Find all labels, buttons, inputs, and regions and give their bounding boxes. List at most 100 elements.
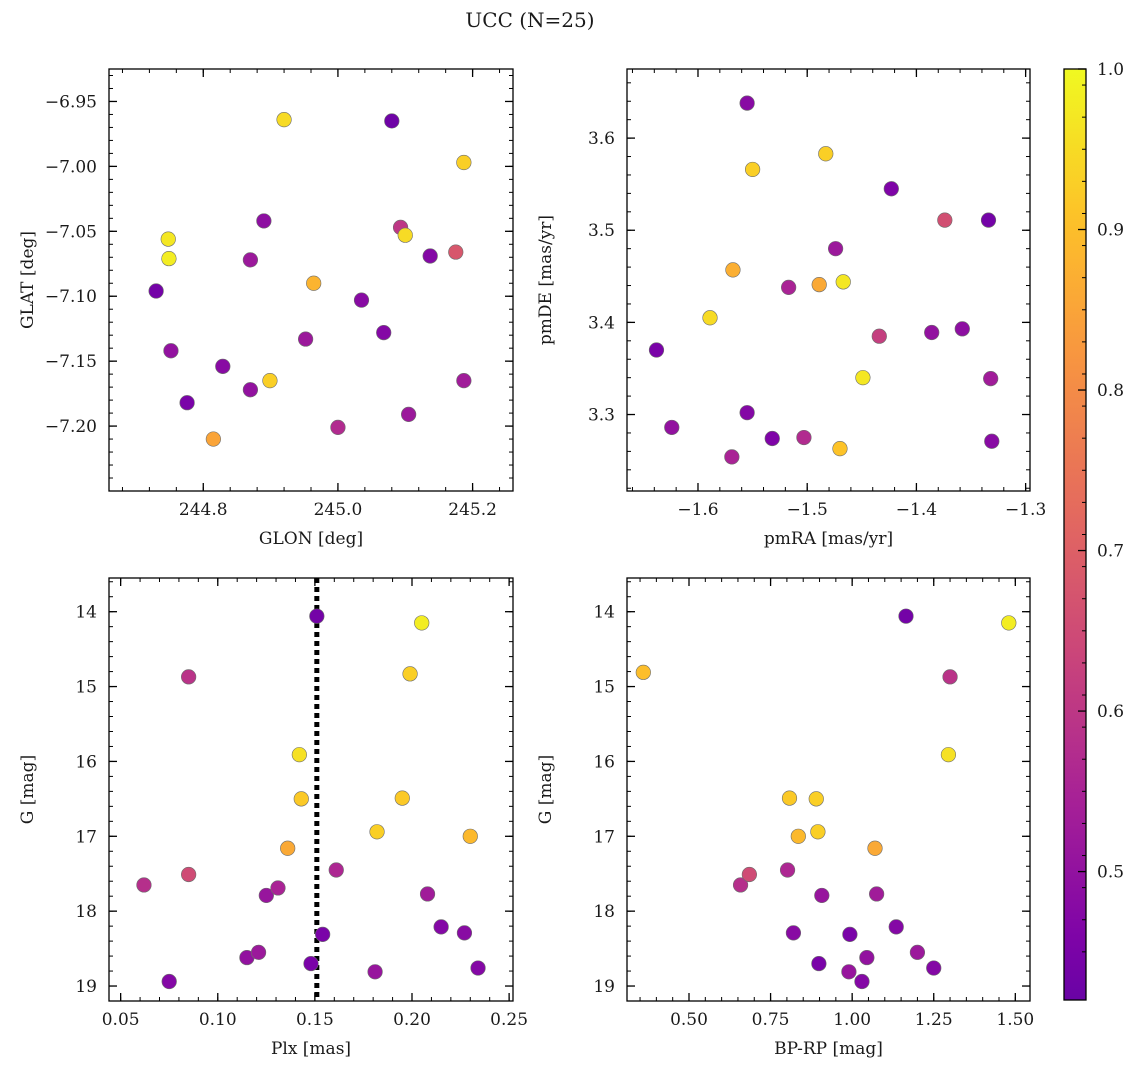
data-point <box>940 747 957 763</box>
data-point <box>394 790 410 806</box>
data-point <box>181 669 197 685</box>
x-tick-label: 244.8 <box>179 500 228 520</box>
data-point <box>315 926 331 942</box>
data-point <box>924 324 940 341</box>
data-point <box>835 274 851 290</box>
data-point <box>309 608 325 624</box>
data-point <box>739 95 755 111</box>
data-point <box>369 824 385 840</box>
x-tick-label: 245.2 <box>448 500 497 520</box>
y-axis-label: G [mag] <box>18 755 38 824</box>
data-point <box>262 373 278 389</box>
y-tick-label: 19 <box>593 977 615 997</box>
y-tick-label: −7.10 <box>45 287 97 307</box>
x-tick-label: 0.50 <box>670 1010 708 1030</box>
x-axis-label: BP-RP [mag] <box>774 1039 883 1059</box>
panel-3: 0.05 0.10 0.15 0.20 0.25 14 15 16 17 18 19 Plx [mas… <box>18 577 528 1059</box>
x-axis-label: pmRA [mas/yr] <box>764 529 893 549</box>
data-point <box>818 146 834 162</box>
data-point <box>330 419 346 435</box>
data-point <box>448 244 464 260</box>
data-point <box>781 790 798 806</box>
data-point <box>808 791 824 807</box>
data-point <box>161 973 177 990</box>
colorbar-tick-label: 1.0 <box>1097 60 1124 80</box>
data-point <box>841 964 857 980</box>
colorbar: 0.5 0.6 0.7 0.8 0.9 1.0 <box>1063 60 1124 1001</box>
y-tick-label: 3.5 <box>588 221 615 241</box>
x-tick-label: 0.15 <box>296 1010 334 1030</box>
x-tick-label: 1.25 <box>915 1010 953 1030</box>
panel-1: 244.8 245.0 245.2 −6.95 −7.00 −7.05 −7.10 −7.15… <box>18 68 514 549</box>
colorbar-gradient <box>1064 69 1086 1000</box>
y-tick-label: −7.15 <box>45 352 97 372</box>
data-point <box>635 664 651 680</box>
data-point <box>419 886 436 902</box>
axes-frame <box>626 577 1031 1002</box>
data-point <box>744 161 761 178</box>
data-point <box>854 973 870 990</box>
data-point <box>414 615 430 631</box>
x-tick-label: 0.75 <box>752 1010 790 1030</box>
y-tick-label: −7.05 <box>45 222 97 242</box>
y-tick-label: 14 <box>593 603 615 623</box>
y-tick-label: −6.95 <box>45 92 97 112</box>
data-point <box>470 960 486 976</box>
data-point <box>842 926 858 942</box>
data-point <box>136 877 152 893</box>
y-tick-label: 3.4 <box>588 313 615 333</box>
x-tick-label: 0.25 <box>490 1010 528 1030</box>
data-point <box>328 862 344 878</box>
data-point <box>898 608 914 624</box>
y-tick-label: 16 <box>593 752 615 772</box>
x-tick-label: 0.20 <box>393 1010 431 1030</box>
data-point <box>397 227 413 243</box>
data-point <box>814 887 830 904</box>
data-point <box>258 887 274 904</box>
data-point <box>984 433 1000 449</box>
data-point <box>161 250 177 267</box>
y-tick-label: 17 <box>75 827 97 847</box>
data-point <box>942 669 958 685</box>
data-point <box>725 262 741 278</box>
data-point <box>293 791 309 807</box>
y-axis-label: pmDE [mas/yr] <box>536 215 556 345</box>
data-point <box>732 877 749 893</box>
data-point <box>367 964 383 980</box>
data-point <box>827 241 844 257</box>
data-point <box>869 886 885 902</box>
data-point <box>909 944 926 960</box>
data-point <box>291 747 307 763</box>
data-point <box>456 154 472 171</box>
y-tick-label: −7.00 <box>45 157 97 177</box>
data-point <box>353 292 370 308</box>
data-point <box>462 828 478 844</box>
data-point <box>276 112 292 128</box>
data-point <box>702 310 718 326</box>
x-tick-label: 0.10 <box>199 1010 237 1030</box>
data-point <box>781 279 797 295</box>
y-tick-label: 15 <box>75 678 97 698</box>
x-tick-label: 0.05 <box>102 1010 140 1030</box>
colorbar-tick-label: 0.9 <box>1097 221 1124 241</box>
data-point <box>790 828 806 844</box>
data-point <box>298 331 314 347</box>
x-axis-label: Plx [mas] <box>271 1039 351 1059</box>
data-point <box>179 395 195 411</box>
data-point <box>937 212 953 228</box>
axes-frame <box>626 68 1031 492</box>
data-point <box>855 370 871 386</box>
panel-2: −1.6 −1.5 −1.4 −1.3 3.3 3.4 3.5 3.6 pmRA [mas/yr… <box>536 68 1046 549</box>
figure-title: UCC (N=25) <box>465 8 595 32</box>
data-point <box>810 824 826 840</box>
data-point <box>456 373 472 389</box>
colorbar-tick-label: 0.6 <box>1097 702 1124 722</box>
data-point <box>270 880 286 896</box>
data-point <box>796 429 812 446</box>
x-tick-label: −1.3 <box>1005 500 1046 520</box>
data-point <box>888 919 904 935</box>
x-tick-label: −1.6 <box>677 500 718 520</box>
data-point <box>280 840 296 856</box>
data-point <box>983 370 999 387</box>
